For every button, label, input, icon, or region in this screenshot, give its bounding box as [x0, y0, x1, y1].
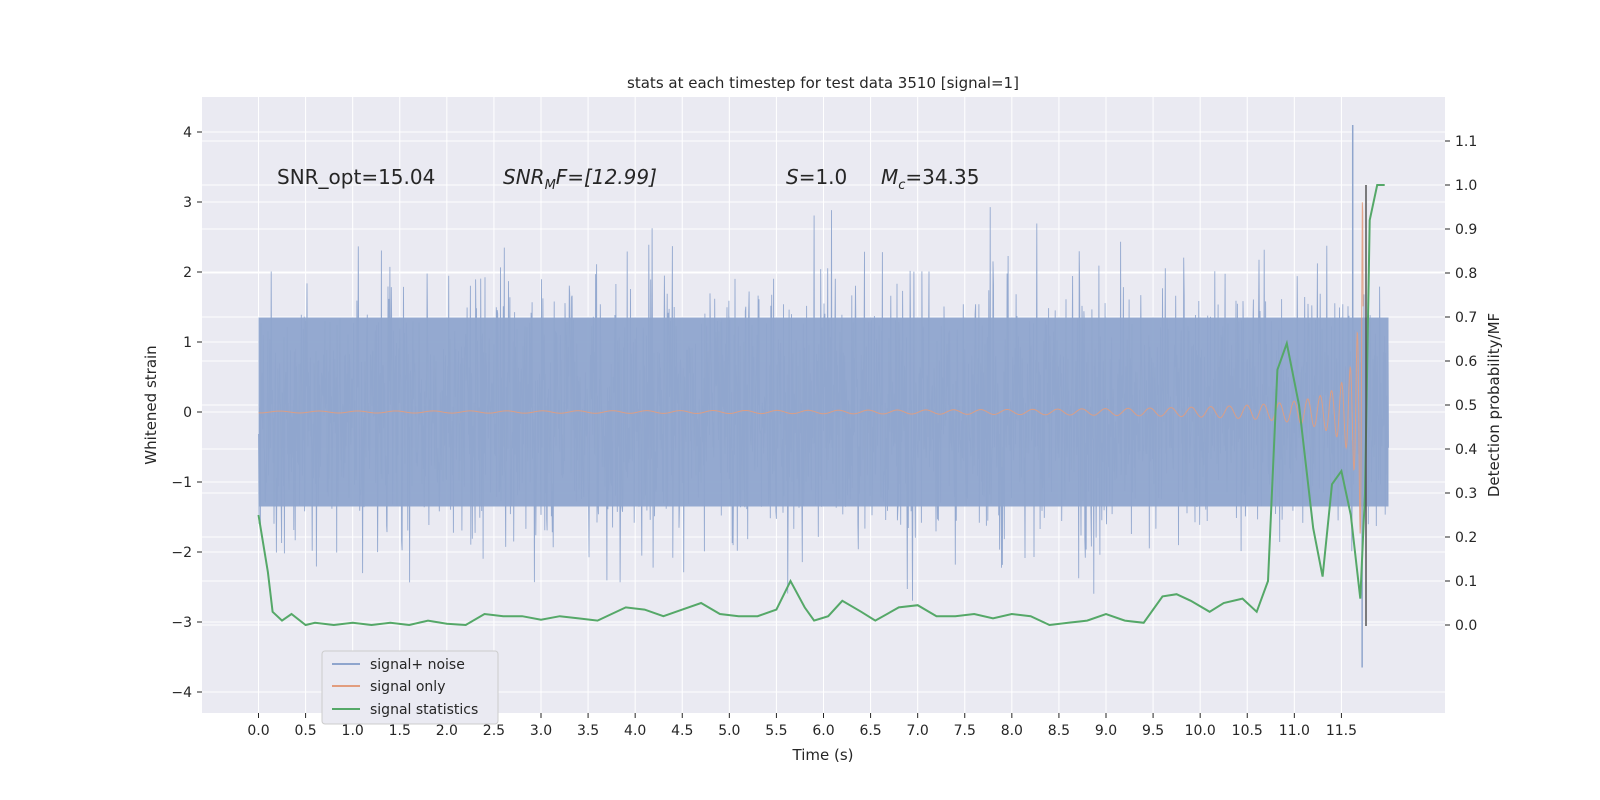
y-right-tick-label: 1.1: [1455, 134, 1477, 150]
y-left-tick-label: −1: [171, 475, 192, 491]
legend-box: [321, 650, 499, 725]
y-right-tick-label: 0.7: [1455, 310, 1477, 326]
x-tick-label: 3.0: [530, 723, 552, 739]
x-tick-label: 7.5: [954, 723, 976, 739]
x-tick-label: 1.5: [389, 723, 411, 739]
y-axis-left-ticks: 4 3 2 1 0 −1 −2 −3 −4: [171, 125, 202, 701]
y-left-tick-label: 4: [183, 125, 192, 141]
x-tick-label: 5.0: [718, 723, 740, 739]
signal-noise-series: [258, 125, 1389, 668]
x-tick-label: 0.0: [247, 723, 269, 739]
y-axis-right-label: Detection probability/MF: [1485, 313, 1503, 497]
annotation-snr-mf: SNRMF=[12.99]: [503, 165, 657, 193]
annotation-s: S=1.0: [786, 165, 847, 189]
x-tick-label: 5.5: [765, 723, 787, 739]
y-left-tick-label: 1: [183, 335, 192, 351]
x-tick-label: 9.0: [1095, 723, 1117, 739]
y-left-tick-label: 3: [183, 195, 192, 211]
x-tick-label: 9.5: [1142, 723, 1164, 739]
signal-statistics-series: [257, 184, 1385, 627]
x-tick-label: 2.0: [436, 723, 458, 739]
x-tick-label: 7.0: [907, 723, 929, 739]
chart-title: stats at each timestep for test data 351…: [627, 74, 1019, 92]
x-tick-label: 11.0: [1279, 723, 1310, 739]
y-left-tick-label: 2: [183, 265, 192, 281]
x-tick-label: 4.0: [624, 723, 646, 739]
y-right-tick-label: 0.8: [1455, 266, 1477, 282]
legend-label-signal-only: signal only: [370, 679, 445, 695]
legend: signal+ noise signal only signal statist…: [321, 650, 499, 725]
y-right-tick-label: 0.3: [1455, 486, 1477, 502]
x-tick-label: 8.0: [1001, 723, 1023, 739]
y-axis-left-label: Whitened strain: [142, 345, 160, 464]
y-right-tick-label: 0.4: [1455, 442, 1477, 458]
signal-noise-core-band: [258, 317, 1389, 507]
signal-statistics-line: [257, 184, 1385, 627]
annotation-mc: Mc=34.35: [881, 165, 979, 193]
y-right-tick-label: 0.1: [1455, 574, 1477, 590]
y-right-tick-label: 0.5: [1455, 398, 1477, 414]
x-tick-label: 10.0: [1185, 723, 1216, 739]
signal-only-series: [258, 202, 1364, 534]
x-tick-label: 0.5: [294, 723, 316, 739]
y-right-tick-label: 1.0: [1455, 178, 1477, 194]
signal-only-line: [258, 202, 1364, 534]
y-right-tick-label: 0.6: [1455, 354, 1477, 370]
y-left-tick-label: −4: [171, 685, 192, 701]
y-right-tick-label: 0.2: [1455, 530, 1477, 546]
x-tick-label: 1.0: [342, 723, 364, 739]
x-axis-ticks: 0.0 0.5 1.0 1.5 2.0 2.5 3.0 3.5 4.0 4.5 5.0 5.5 6.0 6…: [247, 713, 1357, 739]
x-tick-label: 8.5: [1048, 723, 1070, 739]
y-right-tick-label: 0.9: [1455, 222, 1477, 238]
x-tick-label: 4.5: [671, 723, 693, 739]
x-tick-label: 2.5: [483, 723, 505, 739]
y-axis-right-ticks: 1.1 1.0 0.9 0.8 0.7 0.6 0.5 0.4 0.3 0.2 0.1 0.0: [1445, 134, 1477, 634]
x-axis-label: Time (s): [792, 746, 854, 764]
y-left-tick-label: −3: [171, 615, 192, 631]
x-tick-label: 6.5: [859, 723, 881, 739]
x-tick-label: 10.5: [1232, 723, 1263, 739]
y-left-tick-label: 0: [183, 405, 192, 421]
x-tick-label: 6.0: [812, 723, 834, 739]
legend-label-signal-noise: signal+ noise: [370, 657, 465, 673]
legend-label-signal-statistics: signal statistics: [370, 702, 478, 718]
y-right-tick-label: 0.0: [1455, 618, 1477, 634]
x-tick-label: 11.5: [1326, 723, 1357, 739]
x-tick-label: 3.5: [577, 723, 599, 739]
y-left-tick-label: −2: [171, 545, 192, 561]
annotation-snr-opt: SNR_opt=15.04: [277, 165, 435, 189]
